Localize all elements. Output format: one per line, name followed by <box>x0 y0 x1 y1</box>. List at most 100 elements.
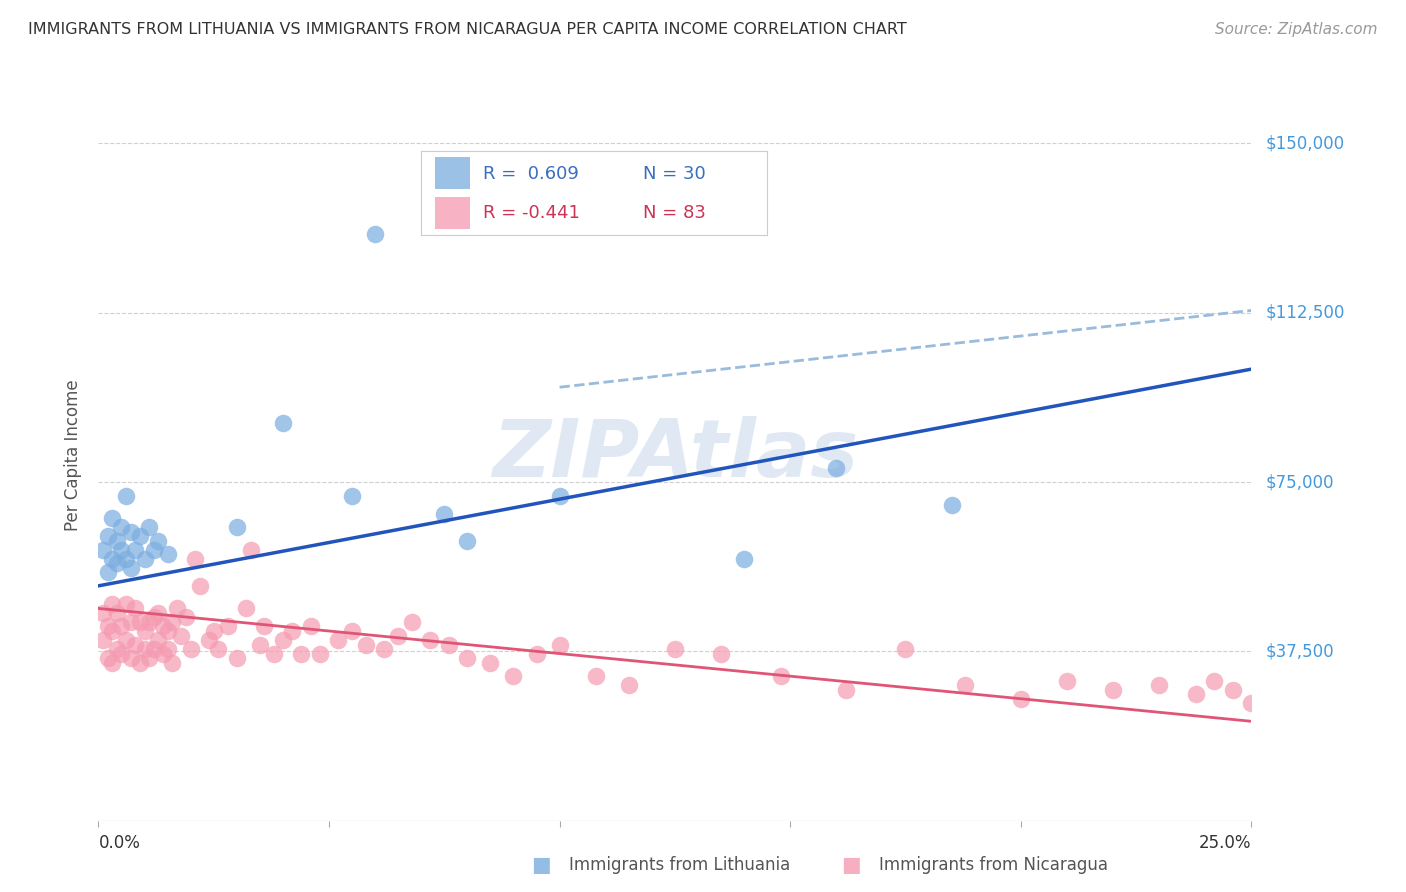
Bar <box>434 197 470 228</box>
Point <box>156 624 179 638</box>
Point <box>101 511 124 525</box>
Point <box>97 651 120 665</box>
Point <box>110 520 132 534</box>
Point <box>110 647 132 661</box>
Point <box>101 597 124 611</box>
Point <box>207 642 229 657</box>
Point <box>526 647 548 661</box>
Point <box>91 542 114 557</box>
Point <box>124 542 146 557</box>
Point <box>110 619 132 633</box>
Point <box>834 682 856 697</box>
Point <box>253 619 276 633</box>
Point <box>148 633 170 648</box>
Point <box>134 642 156 657</box>
Point <box>142 542 165 557</box>
Point <box>115 551 138 566</box>
Point <box>617 678 640 692</box>
Point <box>548 638 571 652</box>
Point <box>235 601 257 615</box>
Point <box>105 642 128 657</box>
Point <box>142 642 165 657</box>
Point <box>156 547 179 561</box>
Point <box>299 619 322 633</box>
Point <box>825 461 848 475</box>
Text: ■: ■ <box>841 855 860 875</box>
Text: ZIPAtlas: ZIPAtlas <box>492 416 858 494</box>
Point <box>120 524 142 539</box>
Point <box>105 556 128 570</box>
Text: Immigrants from Lithuania: Immigrants from Lithuania <box>569 856 790 874</box>
Point <box>340 624 363 638</box>
Point <box>281 624 304 638</box>
Point <box>733 551 755 566</box>
Point <box>894 642 917 657</box>
Point <box>180 642 202 657</box>
Point <box>1204 673 1226 688</box>
Point <box>170 628 193 642</box>
Point <box>124 638 146 652</box>
Point <box>115 597 138 611</box>
Point <box>124 601 146 615</box>
Point <box>941 498 963 512</box>
Point <box>105 606 128 620</box>
Point <box>120 615 142 629</box>
Point <box>152 619 174 633</box>
Point <box>239 542 262 557</box>
Point <box>1102 682 1125 697</box>
Point <box>115 633 138 648</box>
Point <box>115 489 138 503</box>
Point <box>152 647 174 661</box>
Point <box>101 624 124 638</box>
Point <box>1240 696 1263 710</box>
Point <box>97 529 120 543</box>
Point <box>138 615 160 629</box>
Point <box>769 669 792 683</box>
Text: N = 30: N = 30 <box>643 165 706 183</box>
Point <box>198 633 221 648</box>
Point <box>710 647 733 661</box>
Point <box>271 417 294 431</box>
Text: $112,500: $112,500 <box>1265 303 1344 322</box>
Text: 0.0%: 0.0% <box>98 834 141 852</box>
Point <box>91 633 114 648</box>
Point <box>249 638 271 652</box>
Point <box>1010 691 1032 706</box>
Point <box>142 610 165 624</box>
Text: Immigrants from Nicaragua: Immigrants from Nicaragua <box>879 856 1108 874</box>
Point <box>354 638 377 652</box>
Point <box>202 624 225 638</box>
Text: R = -0.441: R = -0.441 <box>484 203 581 222</box>
Point <box>138 651 160 665</box>
Point <box>271 633 294 648</box>
Point <box>585 669 607 683</box>
Point <box>290 647 312 661</box>
Point <box>225 520 247 534</box>
Point <box>91 606 114 620</box>
Point <box>479 656 502 670</box>
Point <box>1056 673 1078 688</box>
Point <box>225 651 247 665</box>
Point <box>148 533 170 548</box>
Text: IMMIGRANTS FROM LITHUANIA VS IMMIGRANTS FROM NICARAGUA PER CAPITA INCOME CORRELA: IMMIGRANTS FROM LITHUANIA VS IMMIGRANTS … <box>28 22 907 37</box>
Point <box>160 656 183 670</box>
Point <box>110 542 132 557</box>
Point <box>101 656 124 670</box>
Point <box>1147 678 1170 692</box>
Point <box>263 647 285 661</box>
Point <box>456 651 478 665</box>
Point <box>340 489 363 503</box>
Point <box>184 551 207 566</box>
Text: R =  0.609: R = 0.609 <box>484 165 579 183</box>
Text: 25.0%: 25.0% <box>1199 834 1251 852</box>
Point <box>364 227 387 241</box>
Point <box>401 615 423 629</box>
Point <box>129 656 152 670</box>
Point <box>437 638 460 652</box>
Text: $75,000: $75,000 <box>1265 473 1334 491</box>
Point <box>548 489 571 503</box>
Point <box>502 669 524 683</box>
Point <box>101 551 124 566</box>
Text: N = 83: N = 83 <box>643 203 706 222</box>
Text: ■: ■ <box>531 855 551 875</box>
